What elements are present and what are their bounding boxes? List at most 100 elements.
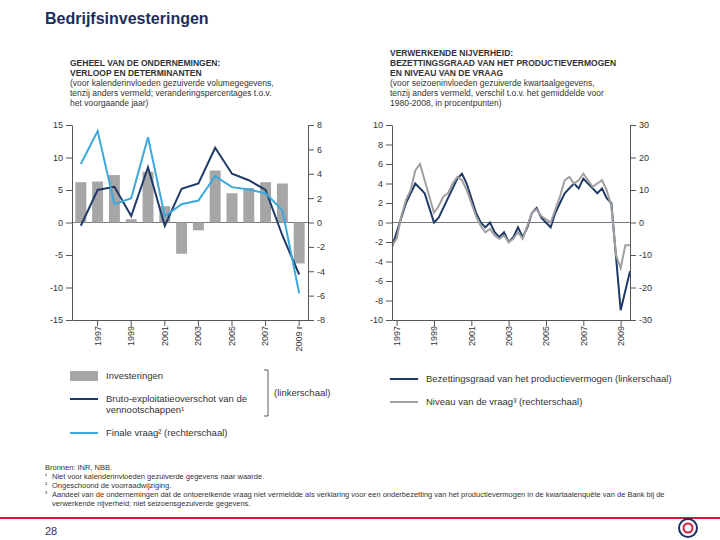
- tick-label: 0: [378, 218, 383, 228]
- logo: [679, 519, 697, 537]
- chart-subtitle: (voor kalenderinvloeden gezuiverde volum…: [70, 78, 274, 88]
- tick: -8: [308, 315, 325, 325]
- tick-label: 10: [373, 120, 383, 130]
- tick-label: 6: [317, 145, 322, 155]
- tick-mark: [308, 198, 314, 199]
- tick-label: 10: [639, 185, 649, 195]
- page-number: 28: [45, 525, 57, 537]
- tick-label: -15: [50, 315, 63, 325]
- chart-title: EN NIVEAU VAN DE VRAAG: [390, 68, 504, 78]
- tick-label: 30: [639, 120, 649, 130]
- footnote: Ongeschoond de voorraadwijziging.: [52, 481, 171, 490]
- footnote-marker: ²: [45, 480, 48, 487]
- footnote-marker: ¹: [45, 471, 48, 478]
- tick: -15: [50, 315, 72, 325]
- tick-mark: [386, 184, 392, 185]
- tick: -5: [55, 250, 72, 260]
- line: [392, 164, 630, 268]
- tick: -8: [375, 296, 392, 306]
- tick-mark: [630, 288, 636, 289]
- tick: -10: [370, 315, 392, 325]
- tick-label: 8: [317, 120, 322, 130]
- tick: 2007: [579, 320, 589, 346]
- tick: 8: [308, 120, 322, 130]
- tick-mark: [397, 320, 398, 326]
- text-line: verwerkende nijverheid; niet seizoensgez…: [52, 499, 250, 508]
- tick-label: -20: [639, 283, 652, 293]
- chart-subtitle: 1980-2008, in procentpunten): [390, 98, 502, 108]
- chart-title: BEZETTINGSGRAAD VAN HET PRODUCTIEVERMOGE…: [390, 58, 616, 68]
- tick: -4: [375, 257, 392, 267]
- tick-label: -5: [55, 250, 63, 260]
- logo-ring: [684, 524, 693, 533]
- plot-area: [392, 164, 630, 310]
- tick-mark: [386, 145, 392, 146]
- tick-label: 2: [378, 198, 383, 208]
- tick: 1997: [392, 320, 402, 346]
- tick-label: -4: [317, 267, 325, 277]
- footer-rule: [0, 517, 720, 519]
- plot-area: [75, 131, 304, 293]
- text-line: vennootschappen¹: [106, 404, 184, 415]
- chart-subtitle: het voorgaande jaar): [70, 98, 149, 108]
- tick: 30: [630, 120, 649, 130]
- chart-title: VERLOOP EN DETERMINANTEN: [70, 68, 202, 78]
- tick-label: -6: [317, 291, 325, 301]
- tick-label: 2007: [579, 326, 589, 346]
- tick-mark: [386, 320, 392, 321]
- legend-swatch: [70, 371, 98, 381]
- tick-label: 20: [639, 153, 649, 163]
- tick: -30: [630, 315, 652, 325]
- tick: 2005: [541, 320, 551, 346]
- tick-label: -8: [317, 315, 325, 325]
- tick-mark: [66, 288, 72, 289]
- tick: -4: [308, 267, 325, 277]
- tick-label: 0: [639, 218, 644, 228]
- tick: 4: [378, 179, 392, 189]
- tick-mark: [164, 320, 165, 326]
- tick-mark: [630, 223, 636, 224]
- tick-mark: [630, 320, 636, 321]
- sources: Bronnen: INR, NBB.: [45, 463, 112, 472]
- tick: 0: [58, 218, 72, 228]
- legend: Bezettingsgraad van het productievermoge…: [390, 373, 672, 407]
- tick-mark: [471, 320, 472, 326]
- legend-label: Finale vraag² (rechterschaal): [106, 427, 227, 438]
- text-line: Aandeel van de ondernemingen dat de onto…: [52, 490, 665, 499]
- tick: 2009 r: [294, 320, 304, 352]
- chart-title: GEHEEL VAN DE ONDERNEMINGEN:: [70, 58, 221, 68]
- tick-label: 2003: [504, 326, 514, 346]
- tick: 10: [630, 185, 649, 195]
- tick-label: 2003: [193, 326, 203, 346]
- tick-label: 5: [58, 185, 63, 195]
- y-axis: -10-8-6-4-20246810: [370, 120, 393, 325]
- chart-title: VERWERKENDE NIJVERHEID:: [390, 48, 513, 58]
- tick-mark: [308, 320, 314, 321]
- tick-mark: [630, 190, 636, 191]
- footnote: Aandeel van de ondernemingen dat de onto…: [52, 490, 665, 508]
- tick-label: -10: [639, 250, 652, 260]
- tick-label: -10: [370, 315, 383, 325]
- legend-bracket: [264, 370, 268, 416]
- tick: -6: [308, 291, 325, 301]
- tick: -10: [630, 250, 652, 260]
- bar: [193, 223, 204, 231]
- tick: 1997: [92, 320, 102, 346]
- tick-mark: [630, 158, 636, 159]
- chart: VERWERKENDE NIJVERHEID:BEZETTINGSGRAAD V…: [370, 48, 672, 407]
- legend-swatch: [390, 378, 418, 380]
- tick-mark: [66, 125, 72, 126]
- tick-label: 2009 r: [294, 326, 304, 352]
- tick-label: -30: [639, 315, 652, 325]
- logo-ring: [679, 519, 697, 537]
- bar: [227, 193, 238, 222]
- tick: 2005: [227, 320, 237, 346]
- legend-swatch: [390, 401, 418, 403]
- bar: [109, 175, 120, 222]
- bar: [243, 188, 254, 222]
- tick-mark: [386, 125, 392, 126]
- tick: -2: [375, 237, 392, 247]
- tick-label: 0: [58, 218, 63, 228]
- tick: 2003: [193, 320, 203, 346]
- text-line: Ongeschoond de voorraadwijziging.: [52, 481, 171, 490]
